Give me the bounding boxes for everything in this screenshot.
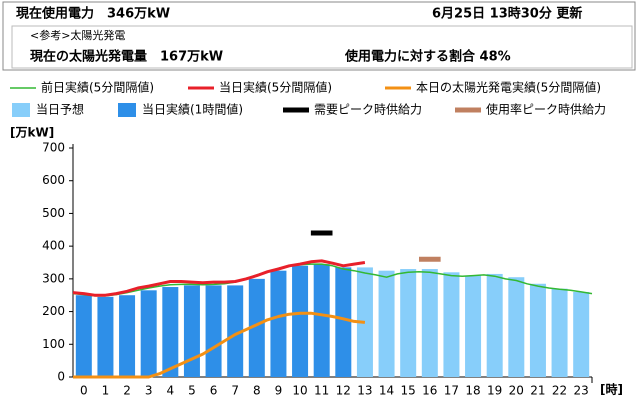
x-tick-label: 15 — [401, 384, 416, 398]
x-tick-label: 19 — [487, 384, 502, 398]
line — [72, 263, 593, 297]
x-tick-label: 11 — [314, 384, 329, 398]
legend-label: 本日の太陽光発電実績(5分間隔値) — [416, 80, 601, 95]
x-tick-label: 17 — [444, 384, 459, 398]
bar — [75, 295, 92, 377]
x-tick-label: 1 — [102, 384, 110, 398]
ratio: 使用電力に対する割合 48% — [344, 49, 511, 65]
bar — [183, 285, 200, 377]
x-tick-label: 14 — [379, 384, 394, 398]
bar — [529, 283, 546, 377]
x-tick-label: 6 — [210, 384, 218, 398]
x-tick-label: 4 — [166, 384, 174, 398]
legend-label: 当日実績(5分間隔値) — [219, 80, 332, 95]
legend-label: 当日予想 — [36, 102, 84, 117]
bar — [292, 265, 309, 377]
legend-label: 当日実績(1時間値) — [142, 102, 243, 117]
bar — [97, 296, 114, 377]
header-box — [2, 1, 636, 71]
x-tick-label: 0 — [80, 384, 88, 398]
x-tick-label: 7 — [231, 384, 239, 398]
x-tick-label: 16 — [422, 384, 437, 398]
bar — [227, 285, 244, 377]
y-tick-label: 400 — [42, 239, 65, 253]
bar — [465, 275, 482, 377]
x-tick-label: 3 — [145, 384, 153, 398]
bar — [551, 288, 568, 377]
bar — [508, 277, 525, 377]
x-tick-label: 9 — [275, 384, 283, 398]
bar — [119, 295, 136, 377]
line — [73, 311, 366, 379]
bar — [486, 273, 503, 377]
x-tick-label: 23 — [574, 384, 589, 398]
y-tick-label: 700 — [42, 141, 65, 155]
bar — [162, 287, 179, 377]
bar — [421, 269, 438, 377]
x-tick-label: 8 — [253, 384, 261, 398]
legend-swatch — [12, 103, 30, 117]
y-tick-label: 600 — [42, 173, 65, 187]
solar-box — [11, 25, 633, 69]
bar — [335, 267, 352, 377]
y-tick-label: 500 — [42, 206, 65, 220]
bar — [140, 290, 157, 377]
x-tick-label: 20 — [509, 384, 524, 398]
bar — [400, 269, 417, 377]
solar: 現在の太陽光発電量 167万kW — [30, 49, 223, 65]
bar — [270, 270, 287, 377]
bar — [378, 270, 395, 377]
legend-label: 前日実績(5分間隔値) — [41, 80, 154, 95]
x-tick-label: 21 — [530, 384, 545, 398]
y-tick-label: 100 — [42, 337, 65, 351]
bar — [356, 267, 373, 377]
bar — [248, 278, 265, 377]
bar — [573, 291, 590, 377]
y-tick-label: 0 — [57, 370, 65, 384]
legend-label: 使用率ピーク時供給力 — [486, 102, 606, 117]
updated: 6月25日 13時30分 更新 — [432, 6, 582, 22]
legend-swatch — [118, 103, 136, 117]
line — [72, 259, 366, 297]
x-tick-label: 13 — [357, 384, 372, 398]
x-tick-label: 5 — [188, 384, 196, 398]
x-tick-label: 12 — [336, 384, 351, 398]
y-tick-label: 200 — [42, 304, 65, 318]
legend-label: 需要ピーク時供給力 — [314, 103, 422, 117]
x-axis-label: [時] — [600, 382, 623, 397]
x-tick-label: 10 — [292, 384, 307, 398]
bar — [313, 264, 330, 377]
bar — [443, 272, 460, 377]
reference: <参考>太陽光発電 — [30, 28, 125, 42]
usage: 現在使用電力 346万kW — [16, 6, 170, 22]
bar — [205, 285, 222, 377]
x-tick-label: 18 — [465, 384, 480, 398]
y-axis-label: [万kW] — [10, 126, 54, 140]
x-tick-label: 22 — [552, 384, 567, 398]
x-tick-label: 2 — [123, 384, 131, 398]
y-tick-label: 300 — [42, 271, 65, 285]
